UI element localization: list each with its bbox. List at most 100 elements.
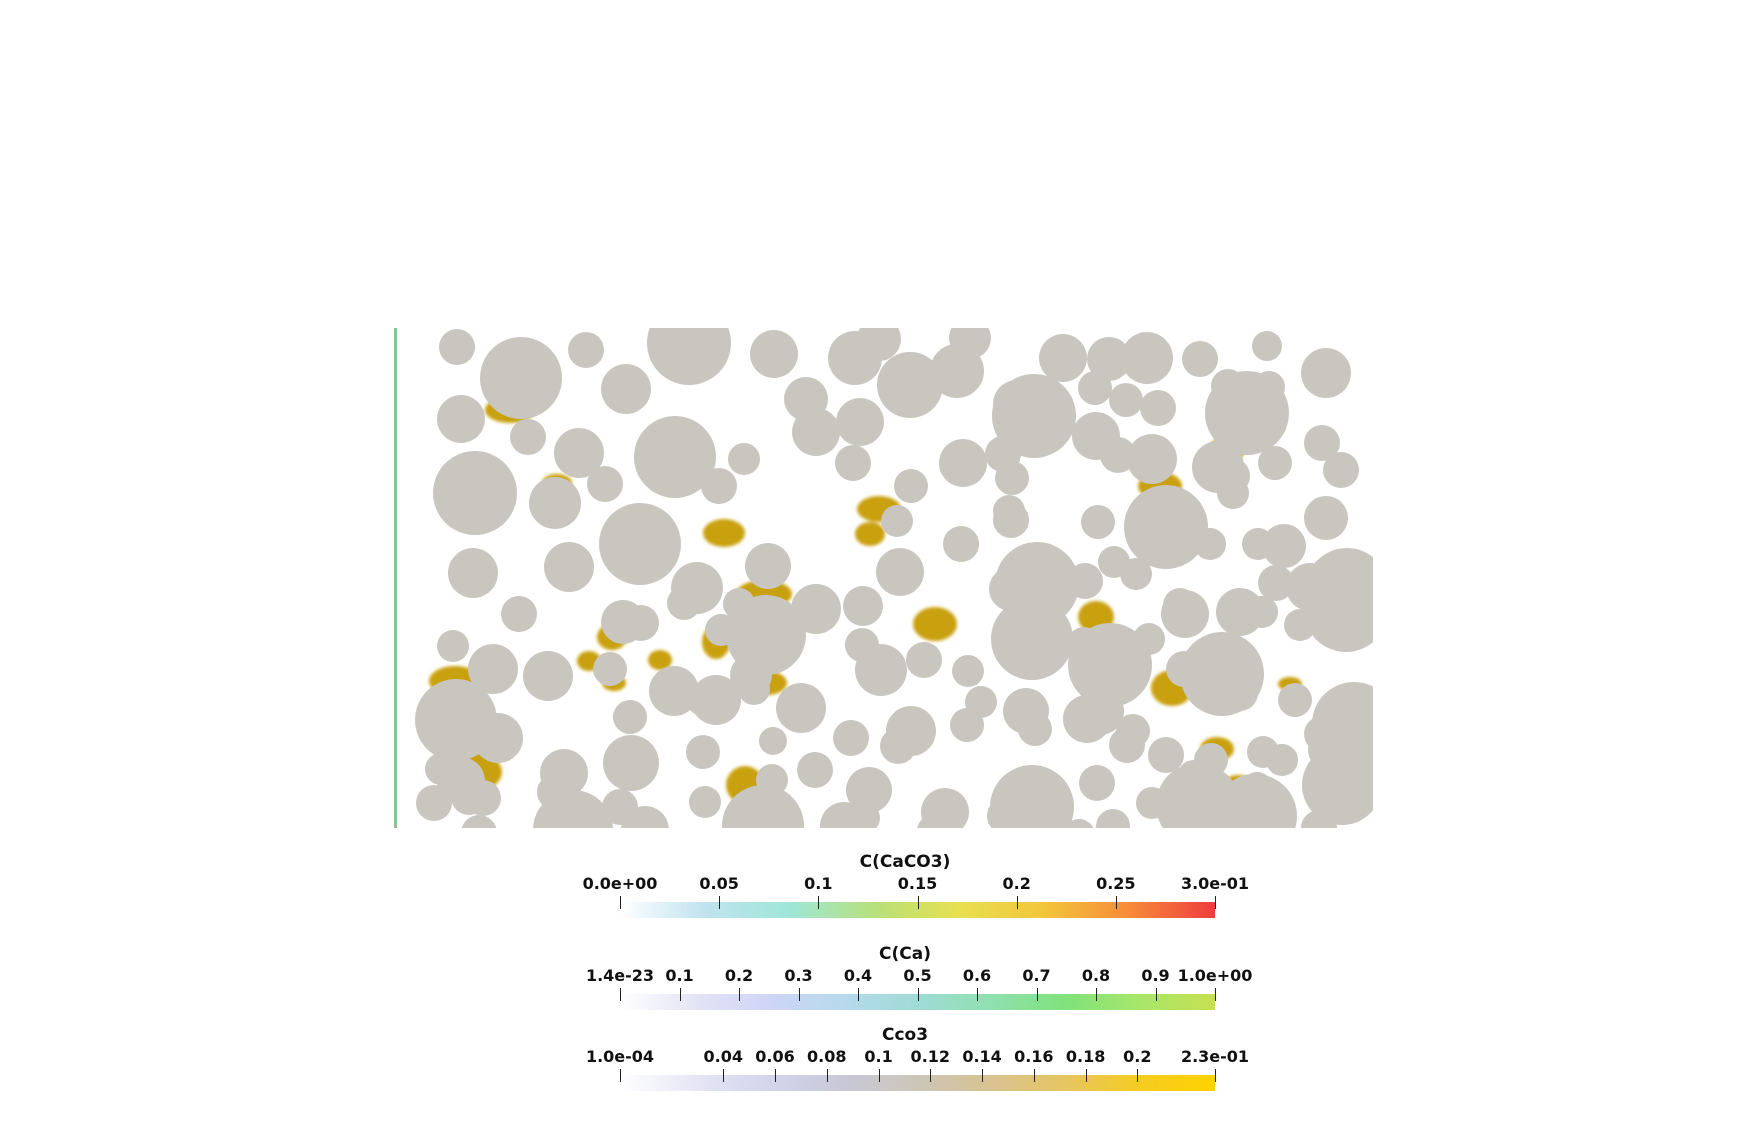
grain [621, 806, 669, 828]
grain [601, 364, 651, 414]
grain [1214, 810, 1250, 828]
grain [756, 764, 788, 796]
grain [1278, 683, 1312, 717]
grain [1068, 623, 1152, 707]
grain [993, 502, 1029, 538]
precipitate-patch [648, 650, 672, 670]
grain [876, 548, 924, 596]
tick-mark [1085, 1069, 1087, 1082]
grain [939, 439, 987, 487]
grain [533, 790, 613, 828]
legend-caco3: C(CaCO3) 0.0e+00 0.05 0.1 0.15 0.2 0.25 3.0e-0… [580, 852, 1249, 932]
tick-mark [719, 896, 721, 909]
grain [1242, 528, 1274, 560]
grain [1039, 334, 1087, 382]
grain [568, 332, 604, 368]
grain [1246, 596, 1278, 628]
grain [649, 666, 699, 716]
grain [451, 779, 487, 815]
grain [894, 469, 928, 503]
tick-mark [620, 988, 621, 1001]
tick-label: 0.0e+00 [582, 874, 658, 893]
grain [1166, 651, 1202, 687]
grain [745, 543, 791, 589]
grain [1258, 565, 1294, 601]
grain [1262, 524, 1306, 568]
grain [881, 505, 913, 537]
grain [949, 328, 991, 359]
tick-label: 1.0e-04 [585, 1047, 655, 1066]
tick-label: 1.4e-23 [585, 966, 655, 985]
grain [1098, 546, 1130, 578]
tick-label: 0.08 [807, 1047, 847, 1066]
grain [728, 443, 760, 475]
grain [1182, 341, 1218, 377]
grain [992, 374, 1076, 458]
grain [845, 628, 879, 662]
tick-label: 1.0e+00 [1177, 966, 1253, 985]
tick-mark [798, 988, 800, 1001]
grain [686, 682, 720, 716]
tick-label: 0.7 [1022, 966, 1051, 985]
grain [1079, 765, 1115, 801]
tick-mark [1215, 896, 1216, 909]
grain [1076, 687, 1124, 735]
grain [448, 548, 498, 598]
legend-title: C(Ca) [879, 944, 931, 964]
tick-label: 0.8 [1081, 966, 1111, 985]
grain [1087, 337, 1131, 381]
grain [416, 785, 452, 821]
grain [906, 642, 942, 678]
grain [1301, 810, 1337, 828]
grain [1301, 348, 1351, 398]
grain [415, 679, 497, 761]
grain [623, 605, 659, 641]
tick-mark [1215, 988, 1216, 1001]
grain [1018, 712, 1052, 746]
tick-label: 0.1 [864, 1047, 893, 1066]
precipitate-patch [855, 522, 885, 546]
tick-label: 0.6 [962, 966, 992, 985]
grain [1163, 588, 1197, 622]
grain [991, 598, 1073, 680]
tick-label: 0.1 [804, 874, 833, 893]
tick-mark [818, 896, 820, 909]
grain [701, 468, 737, 504]
grain [1116, 714, 1150, 748]
grain [1253, 371, 1285, 403]
grain [480, 337, 562, 419]
grain [987, 798, 1023, 828]
grain [1304, 496, 1348, 540]
grain [1284, 609, 1316, 641]
tick-mark [930, 1069, 932, 1082]
grain [461, 815, 497, 828]
tick-label: 2.3e-01 [1180, 1047, 1250, 1066]
grain [634, 416, 716, 498]
grain [1148, 737, 1184, 773]
grain [1064, 819, 1094, 828]
grain [1214, 458, 1250, 494]
grain [1081, 505, 1115, 539]
tick-mark [620, 896, 621, 909]
tick-label: 0.16 [1014, 1047, 1054, 1066]
grain [437, 630, 469, 662]
tick-label: 0.3 [784, 966, 813, 985]
grain [880, 728, 916, 764]
grain [554, 428, 604, 478]
tick-label: 0.18 [1065, 1047, 1106, 1066]
grain [836, 398, 884, 446]
grain [1194, 528, 1226, 560]
tick-mark [620, 1069, 621, 1082]
grain [468, 644, 518, 694]
grain [857, 328, 901, 361]
tick-mark [1215, 1069, 1216, 1082]
grain [917, 815, 949, 828]
grain [1100, 437, 1136, 473]
precipitate-patch [913, 607, 957, 641]
precipitate-patch [703, 519, 745, 547]
grain [544, 542, 594, 592]
tick-mark [1016, 896, 1018, 909]
grain [1136, 787, 1168, 819]
grain [1354, 769, 1373, 805]
legend-title: Cco3 [881, 1025, 929, 1045]
